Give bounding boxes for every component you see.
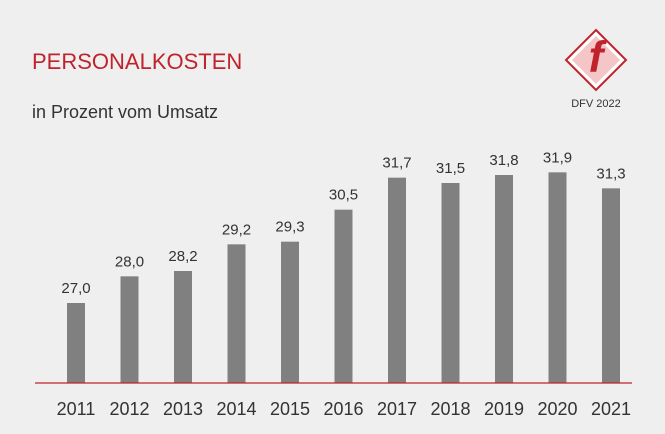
bar [120, 276, 139, 383]
logo: f [564, 28, 628, 92]
chart-title: PERSONALKOSTEN [32, 49, 242, 74]
logo-inner [572, 36, 620, 84]
value-label: 27,0 [61, 280, 90, 297]
bar [495, 175, 513, 383]
value-label: 29,3 [275, 219, 304, 236]
annotation: DFV 2022 [571, 98, 621, 110]
value-label: 28,2 [168, 248, 197, 265]
x-tick-label: 2017 [377, 399, 417, 419]
x-tick-label: 2018 [430, 399, 470, 419]
x-tick-label: 2019 [484, 399, 524, 419]
chart-subtitle: in Prozent vom Umsatz [32, 102, 218, 122]
value-label: 31,5 [436, 160, 465, 177]
value-label: 31,9 [543, 149, 572, 166]
value-label: 31,3 [596, 165, 625, 182]
x-tick-label: 2016 [323, 399, 363, 419]
value-label: 31,8 [489, 152, 518, 169]
x-tick-label: 2020 [537, 399, 577, 419]
x-tick-label: 2014 [216, 399, 256, 419]
x-tick-label: 2013 [163, 399, 203, 419]
x-tick-label: 2012 [109, 399, 149, 419]
value-label: 29,2 [222, 221, 251, 238]
bar [548, 172, 567, 383]
bar [441, 183, 460, 383]
x-tick-label: 2011 [57, 399, 96, 419]
bar [602, 188, 620, 383]
bar [334, 209, 353, 383]
logo-letter: f [589, 33, 608, 82]
value-label: 28,0 [115, 253, 144, 270]
bar [281, 241, 299, 383]
x-tick-label: 2021 [591, 399, 631, 419]
value-label: 31,7 [382, 155, 411, 172]
x-tick-label: 2015 [270, 399, 310, 419]
bar [174, 271, 192, 383]
value-label: 30,5 [329, 187, 358, 204]
bar [227, 244, 246, 383]
bar [388, 177, 406, 383]
bar [67, 303, 85, 383]
